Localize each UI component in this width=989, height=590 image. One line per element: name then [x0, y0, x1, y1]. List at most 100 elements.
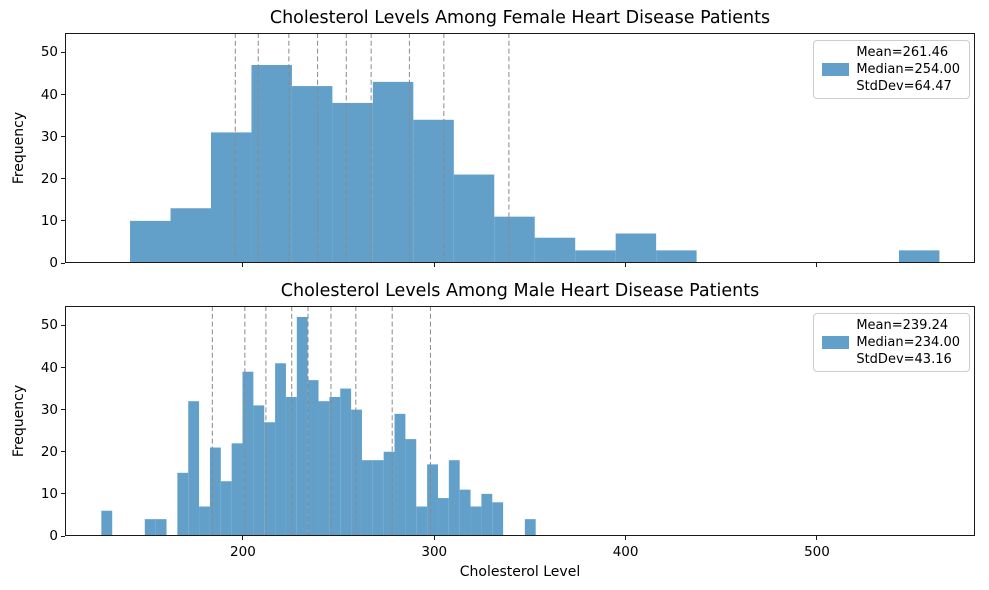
male-histogram-bar [101, 510, 113, 536]
female-histogram-bar [251, 65, 292, 263]
male-axes-spine [65, 306, 975, 536]
male-y-tick-label: 20 [40, 443, 58, 460]
female-histogram-bar [291, 86, 333, 263]
female-histogram-bar [898, 250, 940, 263]
male-y-tick-label: 0 [49, 528, 58, 544]
male-histogram-bar [307, 380, 319, 536]
female-histogram-bar [372, 81, 414, 263]
male-histogram-bar [383, 451, 395, 536]
x-tick-label: 200 [230, 544, 256, 560]
female-histogram-bar [656, 250, 697, 263]
female-y-tick-mark [61, 94, 65, 95]
female-y-tick-label: 20 [40, 170, 58, 187]
male-histogram-bar [427, 464, 438, 536]
male-legend-stddev: StdDev=43.16 [856, 352, 952, 367]
male-x-tick-mark [433, 536, 435, 540]
male-histogram-bar [231, 443, 243, 536]
male-y-tick-label: 10 [40, 485, 58, 502]
male-y-tick-mark [61, 493, 65, 495]
male-legend-text: Mean=239.24 Median=234.00 StdDev=43.16 [856, 317, 960, 368]
male-legend-swatch-icon [822, 336, 850, 349]
male-histogram-bar [351, 409, 362, 536]
female-histogram-bar [170, 208, 211, 263]
female-y-tick-label: 40 [40, 86, 58, 103]
male-plot-title: Cholesterol Levels Among Male Heart Dise… [280, 281, 760, 301]
female-histogram-bar [210, 132, 252, 263]
female-histogram-bar [453, 174, 495, 263]
male-histogram-bar [340, 388, 352, 536]
male-y-tick-mark [61, 367, 65, 368]
female-legend: Mean=261.46 Median=254.00 StdDev=64.47 [813, 40, 970, 99]
male-x-tick-mark [625, 536, 627, 540]
male-histogram-bar [220, 481, 232, 536]
x-tick-label: 300 [421, 544, 448, 560]
female-legend-mean: Mean=261.46 [856, 45, 949, 60]
male-histogram-bar [416, 506, 428, 536]
female-x-tick-mark [816, 263, 818, 267]
male-x-tick-mark [242, 536, 244, 540]
male-histogram-bar [437, 498, 449, 536]
male-y-tick-label: 40 [40, 359, 58, 376]
female-y-tick-mark [61, 136, 65, 138]
male-histogram-bar [492, 502, 504, 536]
male-y-axis-label: Frequency [11, 384, 27, 458]
male-y-tick-mark [61, 535, 65, 537]
male-histogram-bar [199, 506, 210, 536]
male-legend-mean: Mean=239.24 [856, 318, 949, 333]
male-legend-median: Median=234.00 [856, 335, 960, 350]
male-histogram-bar [253, 405, 265, 536]
female-y-tick-label: 0 [49, 255, 58, 271]
female-histogram-bar [413, 119, 454, 263]
female-plot-title: Cholesterol Levels Among Female Heart Di… [269, 8, 771, 28]
female-x-tick-mark [625, 263, 627, 267]
male-histogram-bar [372, 460, 384, 536]
female-y-tick-label: 10 [40, 212, 58, 229]
female-histogram-bar [130, 220, 171, 263]
male-histogram-bar [296, 316, 308, 536]
male-y-tick-label: 30 [40, 401, 58, 418]
female-histogram-bar [494, 216, 535, 263]
male-histogram-bar [459, 489, 471, 536]
female-legend-stddev: StdDev=64.47 [856, 79, 952, 94]
male-plot-area: Mean=239.24 Median=234.00 StdDev=43.16 [65, 306, 975, 536]
male-y-tick-mark [61, 324, 65, 326]
x-tick-label: 400 [612, 544, 639, 560]
female-x-tick-mark [433, 263, 435, 267]
male-histogram-bar [275, 363, 286, 536]
female-legend-text: Mean=261.46 Median=254.00 StdDev=64.47 [856, 44, 960, 95]
male-histogram [65, 306, 975, 536]
female-y-tick-mark [61, 51, 65, 53]
x-tick-label: 500 [804, 544, 830, 560]
male-legend: Mean=239.24 Median=234.00 StdDev=43.16 [813, 313, 970, 372]
male-y-tick-mark [61, 409, 65, 411]
female-y-axis-label: Frequency [11, 111, 27, 185]
male-histogram-bar [144, 519, 156, 536]
male-histogram-bar [155, 519, 167, 536]
female-y-tick-mark [61, 178, 65, 180]
female-histogram-bar [615, 233, 657, 263]
male-histogram-bar [209, 447, 221, 536]
male-histogram-bar [394, 413, 406, 536]
female-plot-area: Mean=261.46 Median=254.00 StdDev=64.47 [65, 33, 975, 263]
female-y-tick-mark [61, 220, 65, 222]
female-y-tick-mark [61, 262, 65, 264]
male-histogram-bar [448, 460, 460, 536]
male-histogram-bar [264, 422, 276, 536]
female-histogram-bar [332, 102, 373, 263]
female-histogram-bar [534, 237, 576, 263]
female-x-tick-mark [242, 263, 244, 267]
female-legend-median: Median=254.00 [856, 62, 960, 77]
male-y-tick-label: 50 [40, 317, 58, 334]
male-histogram-bar [470, 506, 482, 536]
female-histogram-bar [575, 250, 616, 263]
male-histogram-bar [318, 401, 330, 536]
male-histogram-bar [524, 519, 536, 536]
female-y-tick-label: 30 [40, 128, 58, 145]
male-histogram-bar [481, 493, 493, 536]
female-y-tick-label: 50 [40, 44, 58, 61]
male-y-tick-mark [61, 451, 65, 453]
male-histogram-bar [188, 401, 200, 536]
male-histogram-bar [329, 396, 341, 536]
male-x-tick-mark [816, 536, 818, 540]
